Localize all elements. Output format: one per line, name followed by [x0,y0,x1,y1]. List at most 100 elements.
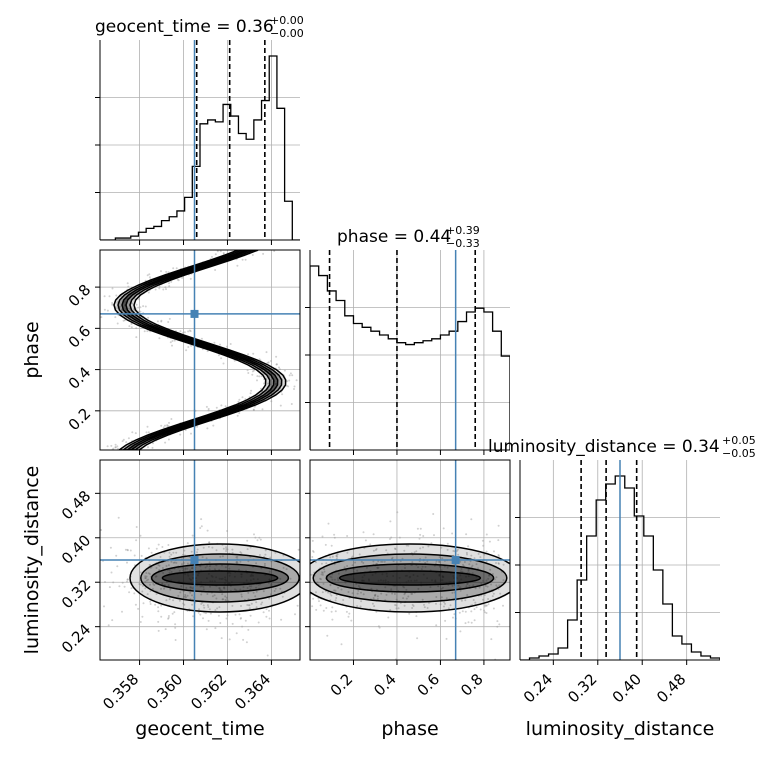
scatter-point [355,582,358,585]
scatter-point [172,561,175,564]
scatter-point [318,600,320,603]
scatter-point [224,578,227,581]
scatter-point [191,567,194,569]
scatter-point [256,375,259,378]
scatter-point [192,577,195,580]
scatter-point [235,561,238,564]
scatter-point [186,567,189,570]
x-tick-label: 0.2 [327,670,357,700]
scatter-point [307,556,309,558]
scatter-point [114,446,117,449]
scatter-point [384,579,387,582]
scatter-point [473,619,476,622]
scatter-point [289,372,292,375]
scatter-point [497,539,500,542]
density-band [151,564,289,592]
scatter-point [117,516,120,519]
scatter-point [173,611,176,614]
truth-marker [190,556,199,564]
scatter-point [189,586,192,589]
scatter-point [311,556,314,558]
scatter-point [206,564,208,567]
scatter-point [411,607,414,609]
scatter-point [144,577,147,579]
scatter-point [465,585,468,588]
scatter-point [333,589,336,592]
scatter-point [248,604,251,607]
scatter-point [142,602,145,605]
scatter-point [114,446,117,449]
scatter-point [217,614,220,617]
scatter-point [110,444,113,447]
scatter-point [240,617,242,619]
scatter-point [327,522,330,525]
scatter-point [195,579,198,582]
scatter-point [495,576,498,579]
scatter-point [224,599,227,601]
scatter-point [321,571,323,574]
scatter-point [492,607,495,610]
scatter-point [331,618,334,621]
scatter-point [483,604,486,607]
scatter-point [130,323,133,325]
scatter-point [173,339,176,342]
contour-line [140,553,300,603]
scatter-point [220,578,223,580]
scatter-point [144,577,147,580]
scatter-point [106,309,109,312]
scatter-point [199,527,202,529]
scatter-point [214,253,217,256]
scatter-point [485,612,488,614]
scatter-point [329,575,332,578]
scatter-point [473,608,476,611]
scatter-point [207,545,210,548]
scatter-point [435,602,437,605]
scatter-point [279,587,282,590]
scatter-point [407,580,410,582]
scatter-point [336,553,339,556]
scatter-point [146,330,149,333]
histogram-luminosity_distance [520,475,720,660]
scatter-point [279,577,282,580]
scatter-point [474,601,477,604]
scatter-point [429,586,432,589]
y-tick-label: 0.48 [58,487,94,523]
scatter-point [238,412,241,414]
scatter-point [415,550,418,553]
scatter-point [209,585,211,588]
scatter-point [236,414,239,417]
scatter-point [268,617,271,620]
scatter-point [224,405,227,408]
scatter-point [451,591,454,594]
y-tick-label: 0.40 [58,531,94,567]
scatter-point [497,562,500,565]
scatter-point [266,361,269,364]
scatter-point [247,591,250,594]
scatter-point [444,619,447,622]
contour-line [310,543,510,613]
scatter-point [466,582,469,585]
scatter-point [410,592,413,595]
scatter-point [347,615,350,618]
scatter-point [255,562,258,565]
scatter-point [197,572,200,575]
scatter-point [184,595,187,598]
scatter-point [364,539,367,542]
hist-panel-luminosity_distance [515,460,720,665]
scatter-point [141,615,144,618]
scatter-point [465,551,468,554]
scatter-point [389,609,392,611]
scatter-point [468,563,471,566]
x-tick-label: 0.364 [231,670,274,713]
scatter-point [485,533,488,536]
scatter-point [407,544,410,547]
scatter-point [165,599,168,602]
scatter-point [184,567,187,570]
scatter-point [459,570,462,573]
scatter-point [441,579,444,582]
scatter-point [164,286,167,289]
scatter-point [358,586,361,589]
scatter-point [446,566,449,569]
scatter-point [294,613,296,616]
scatter-point [385,593,388,596]
